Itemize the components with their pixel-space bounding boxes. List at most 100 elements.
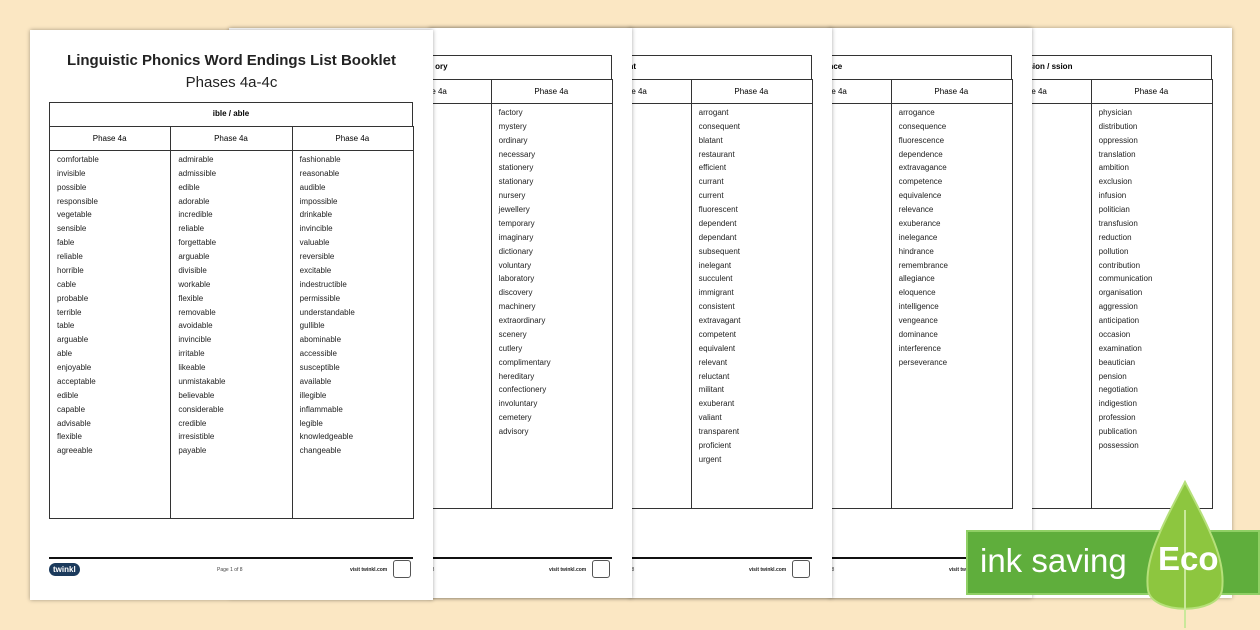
column-header: Phase 4a bbox=[534, 87, 569, 96]
word: admirable bbox=[178, 155, 214, 164]
word: politician bbox=[1098, 205, 1130, 215]
footer-icon bbox=[393, 560, 411, 578]
word: fluorescent bbox=[698, 205, 738, 215]
word: valuable bbox=[299, 238, 330, 248]
word: extraordinary bbox=[498, 316, 546, 326]
word: eloquence bbox=[898, 288, 936, 298]
word: flexible bbox=[178, 293, 204, 303]
word: admissible bbox=[178, 168, 217, 178]
word: illegible bbox=[299, 390, 327, 400]
page: Linguistic Phonics Word Endings List Boo… bbox=[30, 30, 433, 600]
word: distribution bbox=[1098, 121, 1138, 131]
word: vengeance bbox=[898, 316, 938, 326]
word: workable bbox=[178, 279, 211, 289]
word: subsequent bbox=[698, 246, 741, 256]
column-body-cell bbox=[291, 150, 414, 519]
word: currant bbox=[698, 177, 724, 187]
word: pollution bbox=[1098, 246, 1129, 256]
word: infusion bbox=[1098, 191, 1127, 201]
word: inelegant bbox=[698, 260, 732, 270]
word: fable bbox=[57, 238, 75, 248]
word: gullible bbox=[299, 321, 325, 331]
word: pension bbox=[1098, 371, 1127, 381]
word: avoidable bbox=[178, 321, 213, 331]
word: advisory bbox=[498, 427, 529, 436]
word: relevance bbox=[898, 205, 934, 215]
word: jewellery bbox=[498, 205, 530, 215]
column-body-cell bbox=[690, 103, 813, 509]
word: invincible bbox=[299, 224, 333, 234]
word: indigestion bbox=[1098, 399, 1137, 409]
word: invincible bbox=[178, 335, 212, 345]
word: advisable bbox=[57, 418, 91, 428]
word: horrible bbox=[57, 265, 84, 275]
word: dependent bbox=[698, 218, 737, 228]
footer-logo: twinkl bbox=[49, 563, 80, 576]
word: remembrance bbox=[898, 260, 949, 270]
word: ordinary bbox=[498, 135, 528, 145]
column-body-cell bbox=[490, 103, 613, 509]
word: dominance bbox=[898, 329, 938, 339]
badge-text: ink saving bbox=[980, 542, 1127, 579]
word: knowledgeable bbox=[299, 432, 354, 442]
footer-rule bbox=[49, 557, 413, 559]
word: restaurant bbox=[698, 149, 735, 159]
word: competence bbox=[898, 177, 943, 187]
column-header: Phase 4a bbox=[335, 134, 370, 143]
word: exclusion bbox=[1098, 177, 1133, 187]
word: possible bbox=[57, 182, 87, 192]
word: considerable bbox=[178, 404, 224, 414]
word: forgettable bbox=[178, 238, 217, 248]
word: arguable bbox=[57, 335, 89, 345]
word: removable bbox=[178, 307, 216, 317]
word: arrogance bbox=[898, 108, 935, 117]
table-heading: ssion / ssion bbox=[1024, 62, 1073, 71]
column-header: Phase 4a bbox=[934, 87, 969, 96]
word: comfortable bbox=[57, 155, 99, 164]
word: credible bbox=[178, 418, 207, 428]
word: reluctant bbox=[698, 371, 730, 381]
footer-icon bbox=[592, 560, 610, 578]
word: oppression bbox=[1098, 135, 1138, 145]
word: hindrance bbox=[898, 246, 934, 256]
column-body-cell bbox=[1090, 103, 1213, 509]
column-header: Phase 4a bbox=[214, 134, 248, 143]
footer-site: visit twinkl.com bbox=[549, 567, 587, 573]
word: efficient bbox=[698, 163, 727, 173]
word: complimentary bbox=[498, 357, 551, 367]
word: fluorescence bbox=[898, 135, 945, 145]
word: communication bbox=[1098, 274, 1153, 284]
word: reliable bbox=[178, 224, 205, 234]
word: possession bbox=[1098, 440, 1139, 450]
word: table bbox=[57, 321, 75, 331]
word: incredible bbox=[178, 210, 213, 220]
word: extravagant bbox=[698, 316, 741, 326]
word: excitable bbox=[299, 265, 332, 275]
word: current bbox=[698, 191, 724, 201]
word: vegetable bbox=[57, 210, 92, 220]
footer-icon bbox=[792, 560, 810, 578]
word: voluntary bbox=[498, 260, 532, 270]
word: capable bbox=[57, 404, 86, 414]
word: available bbox=[299, 376, 332, 386]
footer-site: visit twinkl.com bbox=[350, 567, 388, 573]
word: hereditary bbox=[498, 371, 535, 381]
word: unmistakable bbox=[178, 376, 226, 386]
word: cutlery bbox=[498, 343, 523, 353]
word: responsible bbox=[57, 196, 98, 206]
word: impossible bbox=[299, 196, 338, 206]
word: allegiance bbox=[898, 274, 935, 284]
word: machinery bbox=[498, 302, 536, 312]
word: equivalence bbox=[898, 191, 942, 201]
word: scenery bbox=[498, 329, 527, 339]
eco-text: Eco bbox=[1158, 540, 1219, 577]
word: terrible bbox=[57, 307, 82, 317]
word: contribution bbox=[1098, 260, 1141, 270]
word: reliable bbox=[57, 252, 83, 262]
word: able bbox=[57, 349, 73, 359]
word: perseverance bbox=[898, 357, 948, 367]
word: reduction bbox=[1098, 232, 1132, 242]
word: invisible bbox=[57, 168, 86, 178]
word: acceptable bbox=[57, 376, 96, 386]
